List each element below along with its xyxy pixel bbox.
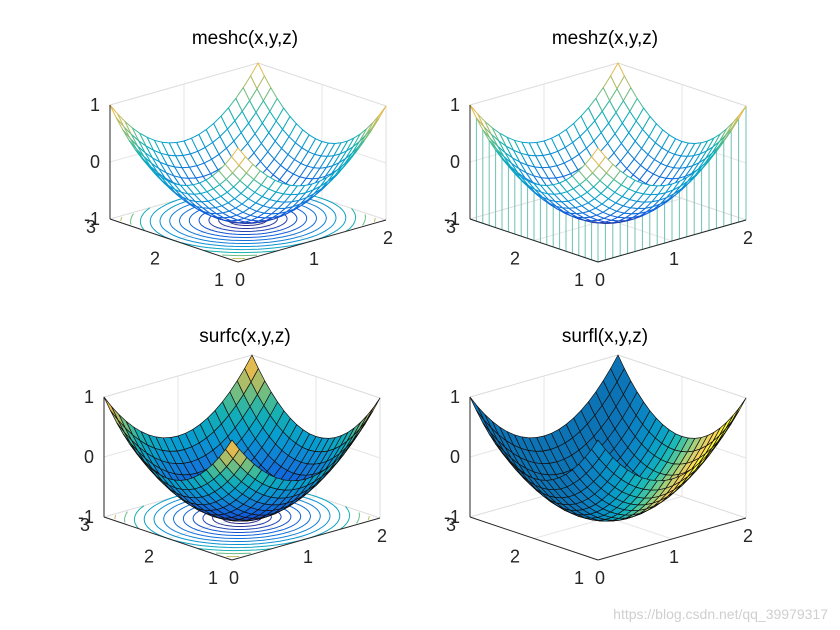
contour-ring xyxy=(356,512,360,524)
surface-cell xyxy=(103,396,119,421)
x-tick-label: 2 xyxy=(377,526,387,546)
z-tick-label: 0 xyxy=(90,152,100,172)
watermark: https://blog.csdn.net/qq_39979317 xyxy=(613,606,828,622)
z-tick-label: 1 xyxy=(450,387,460,407)
contour-ring xyxy=(120,216,123,222)
x-tick-label: 2 xyxy=(743,228,753,248)
y-tick-label: 3 xyxy=(446,515,456,535)
contour-ring xyxy=(373,217,376,223)
y-tick-label: 1 xyxy=(574,270,584,290)
surface-cell xyxy=(469,396,485,421)
subplot-title: surfc(x,y,z) xyxy=(199,326,290,347)
x-tick-label: 1 xyxy=(669,547,679,567)
contour-ring xyxy=(362,214,366,226)
contour-ring xyxy=(197,547,272,552)
surface-cell xyxy=(225,439,240,459)
z-tick-label: 0 xyxy=(450,152,460,172)
z-tick-label: -1 xyxy=(444,507,460,527)
surface-cell xyxy=(231,147,246,166)
contour-ring xyxy=(114,514,117,520)
y-tick-label: 3 xyxy=(86,217,96,237)
y-tick-label: 3 xyxy=(80,515,90,535)
y-tick-label: 2 xyxy=(510,547,520,567)
z-tick-label: -1 xyxy=(444,209,460,229)
x-tick-label: 2 xyxy=(383,228,393,248)
x-tick-label: 1 xyxy=(669,249,679,269)
contour-ring xyxy=(367,515,370,521)
x-tick-label: 1 xyxy=(309,249,319,269)
surface-cell xyxy=(353,414,368,436)
contour-ring xyxy=(216,552,252,555)
surface-cell xyxy=(591,147,606,166)
y-tick-label: 2 xyxy=(150,249,160,269)
subplot-title: meshc(x,y,z) xyxy=(192,28,298,49)
z-tick-label: 1 xyxy=(90,95,100,115)
z-tick-label: 1 xyxy=(84,387,94,407)
z-tick-label: 1 xyxy=(450,95,460,115)
contour-ring xyxy=(139,207,151,231)
surface-cell xyxy=(719,414,734,436)
x-tick-label: 0 xyxy=(595,270,605,290)
z-tick-label: 0 xyxy=(84,447,94,467)
surface-cell xyxy=(591,439,606,459)
subplot-title: surfl(x,y,z) xyxy=(562,326,648,347)
x-tick-label: 0 xyxy=(229,568,239,588)
contour-ring xyxy=(339,506,351,530)
contour-ring xyxy=(130,213,134,225)
z-tick-label: 0 xyxy=(450,447,460,467)
surface-cell xyxy=(109,104,125,128)
z-tick-label: -1 xyxy=(78,507,94,527)
x-tick-label: 0 xyxy=(595,568,605,588)
z-tick-label: -1 xyxy=(84,209,100,229)
contour-ring xyxy=(133,505,145,529)
contour-ring xyxy=(203,249,278,254)
x-tick-label: 0 xyxy=(235,270,245,290)
y-tick-label: 2 xyxy=(510,249,520,269)
contour-ring xyxy=(345,208,357,232)
subplot-title: meshz(x,y,z) xyxy=(552,28,658,49)
y-tick-label: 3 xyxy=(446,217,456,237)
x-tick-label: 2 xyxy=(743,526,753,546)
contour-ring xyxy=(124,511,128,523)
y-tick-label: 1 xyxy=(208,568,218,588)
contour-ring xyxy=(222,254,258,257)
x-tick-label: 1 xyxy=(303,547,313,567)
y-tick-label: 1 xyxy=(574,568,584,588)
y-tick-label: 2 xyxy=(144,547,154,567)
y-tick-label: 1 xyxy=(214,270,224,290)
